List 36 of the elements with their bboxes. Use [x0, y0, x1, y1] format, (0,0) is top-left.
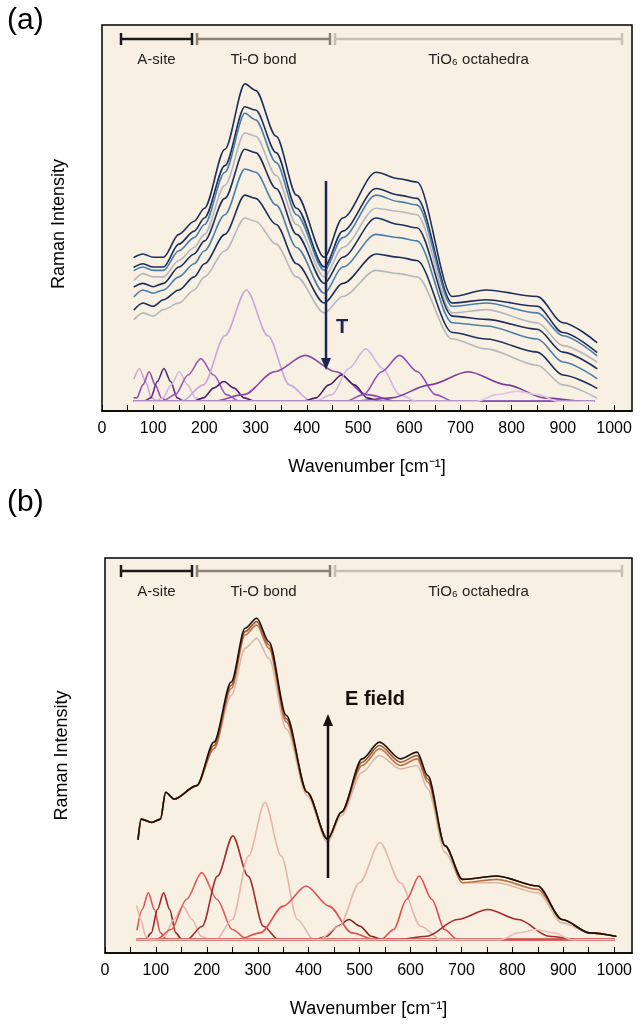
x-tick-label: 100	[139, 418, 167, 436]
text: A-site	[137, 49, 176, 67]
x-tick-label: 900	[549, 418, 577, 436]
x-tick-label: 500	[346, 960, 374, 978]
x-tick-label: 800	[498, 418, 526, 436]
text: TiO₆ octahedra	[428, 581, 530, 599]
y-axis-title: Raman Intensity	[51, 690, 71, 821]
x-tick-label: 0	[100, 960, 110, 978]
text: Ti-O bond	[230, 581, 297, 599]
x-tick-label: 200	[193, 960, 221, 978]
x-axis-title: Wavenumber [cm⁻¹]	[288, 456, 446, 476]
x-tick-label: 1000	[596, 418, 632, 436]
text: TiO₆ octahedra	[428, 49, 530, 67]
x-tick-label: 400	[293, 418, 321, 436]
x-tick-label: 700	[447, 418, 474, 436]
x-tick-label: 600	[397, 960, 424, 978]
x-axis-title: Wavenumber [cm⁻¹]	[289, 998, 448, 1018]
x-tick-label: 800	[498, 960, 526, 978]
x-tick-label: 300	[242, 418, 270, 436]
y-axis-title: Raman Intensity	[48, 158, 68, 290]
chart-title: (a)	[7, 1, 44, 35]
chart-title: (b)	[7, 483, 44, 517]
x-tick-label: 100	[142, 960, 170, 978]
text: A-site	[137, 581, 176, 599]
x-tick-label: 700	[448, 960, 475, 978]
x-tick-label: 500	[344, 418, 372, 436]
annotation: T	[336, 315, 349, 337]
x-tick-label: 300	[244, 960, 272, 978]
x-tick-label: 0	[97, 418, 107, 436]
x-tick-label: 1000	[596, 960, 633, 978]
x-tick-label: 600	[395, 418, 423, 436]
x-tick-label: 400	[295, 960, 323, 978]
text: Ti-O bond	[230, 49, 297, 67]
annotation: E field	[345, 687, 406, 709]
x-tick-label: 200	[191, 418, 218, 436]
x-tick-label: 900	[549, 960, 577, 978]
